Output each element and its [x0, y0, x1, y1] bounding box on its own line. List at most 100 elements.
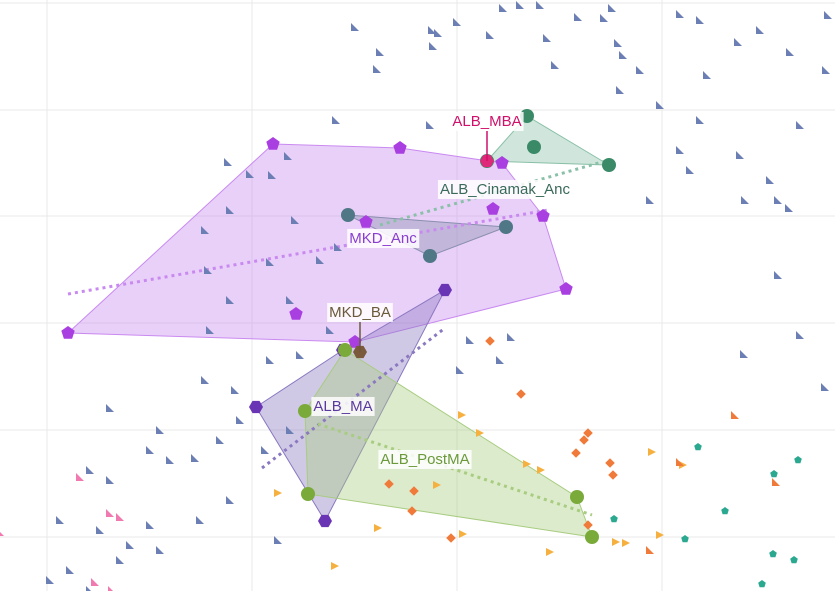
data-point — [261, 446, 269, 454]
data-point — [348, 335, 362, 348]
data-point — [266, 258, 274, 266]
data-point — [191, 454, 199, 462]
data-point — [656, 101, 664, 109]
data-point — [822, 66, 830, 74]
data-point — [774, 271, 782, 279]
data-point — [384, 479, 394, 489]
data-point — [106, 476, 114, 484]
data-point — [676, 458, 684, 466]
data-point — [785, 204, 793, 212]
data-point — [676, 10, 684, 18]
data-point — [499, 4, 507, 12]
data-point — [338, 343, 352, 357]
data-point — [686, 166, 694, 174]
data-point — [226, 296, 234, 304]
data-point — [703, 71, 711, 79]
data-point — [579, 435, 589, 445]
data-point — [770, 470, 778, 478]
data-point — [527, 140, 541, 154]
data-point — [423, 249, 437, 263]
data-point — [318, 514, 332, 528]
data-point — [681, 535, 689, 543]
data-point — [614, 39, 622, 47]
data-point — [286, 296, 294, 304]
data-point — [583, 428, 593, 438]
annotation-label: MKD_Anc — [349, 230, 417, 247]
data-point — [66, 566, 74, 574]
data-point — [608, 470, 618, 480]
data-point — [146, 446, 154, 454]
data-point — [486, 31, 494, 39]
data-point — [298, 404, 312, 418]
data-point — [296, 351, 304, 359]
data-point — [790, 556, 798, 564]
data-point — [351, 23, 359, 31]
data-point — [204, 266, 212, 274]
data-point — [766, 176, 774, 184]
annotation-bg — [347, 228, 420, 248]
data-point — [201, 376, 209, 384]
data-point — [499, 220, 513, 234]
data-point — [543, 34, 551, 42]
annotations: ALB_MBA ALB_Cinamak_Anc MKD_Anc MKD_BA ALB_M… — [311, 111, 573, 469]
data-point — [334, 243, 342, 251]
data-point — [758, 580, 766, 588]
data-point — [546, 548, 554, 556]
data-point — [495, 156, 509, 169]
annotation-label: ALB_PostMA — [380, 451, 469, 468]
data-point — [206, 326, 214, 334]
group-hull — [304, 349, 593, 538]
data-point — [466, 336, 474, 344]
data-point — [485, 336, 495, 346]
data-point — [537, 466, 545, 474]
data-point — [332, 116, 340, 124]
data-point — [266, 356, 274, 364]
data-point — [656, 531, 664, 539]
data-point — [772, 478, 780, 486]
annotation-label: MKD_BA — [329, 304, 391, 321]
data-point — [516, 1, 524, 9]
data-point — [796, 121, 804, 129]
data-point — [373, 65, 381, 73]
data-point — [231, 386, 239, 394]
data-point — [721, 507, 729, 515]
annotation-bg — [450, 111, 524, 131]
data-point — [736, 151, 744, 159]
data-point — [376, 48, 384, 56]
data-point — [201, 226, 209, 234]
annotation-bg — [378, 449, 472, 469]
data-point — [646, 196, 654, 204]
data-point — [91, 578, 99, 586]
data-point — [429, 42, 437, 50]
data-point — [496, 356, 504, 364]
data-point — [605, 458, 615, 468]
data-point — [476, 429, 484, 437]
data-point — [570, 490, 584, 504]
data-point — [456, 366, 464, 374]
data-point — [409, 486, 419, 496]
data-point — [731, 411, 739, 419]
data-point — [619, 51, 627, 59]
data-point — [536, 1, 544, 9]
data-point — [458, 411, 466, 419]
data-point — [585, 530, 599, 544]
data-point — [523, 460, 531, 468]
data-point — [116, 556, 124, 564]
data-point — [796, 331, 804, 339]
data-point — [407, 506, 417, 516]
data-point — [459, 530, 467, 538]
annotation-bg — [311, 396, 375, 416]
data-point — [226, 206, 234, 214]
data-point — [696, 116, 704, 124]
data-point — [224, 158, 232, 166]
data-point — [359, 215, 373, 228]
data-point — [486, 202, 500, 215]
annotation-bg — [437, 179, 573, 199]
data-point — [196, 516, 204, 524]
data-point — [438, 283, 452, 297]
trend-line — [317, 422, 593, 517]
data-point — [676, 146, 684, 154]
data-point — [622, 539, 630, 547]
data-point — [116, 513, 124, 521]
